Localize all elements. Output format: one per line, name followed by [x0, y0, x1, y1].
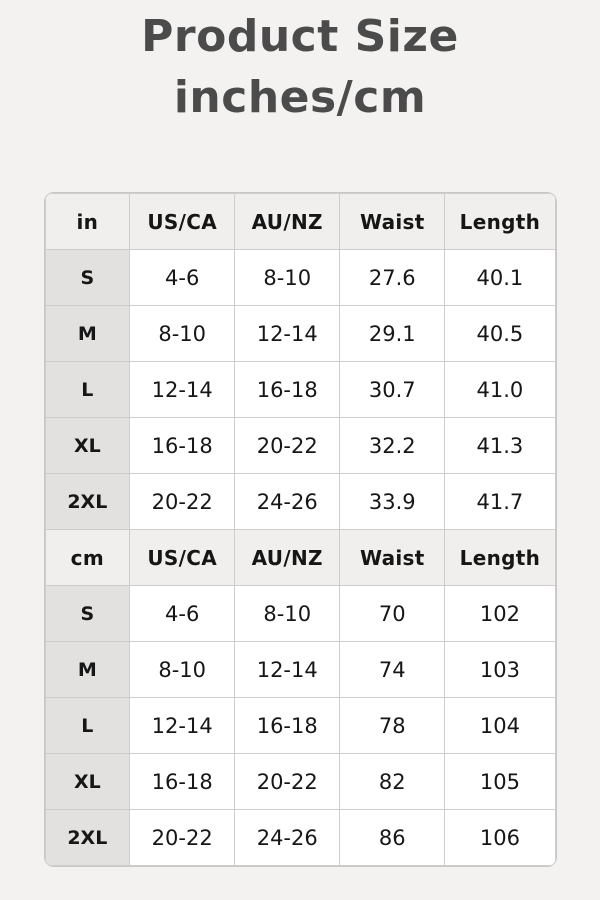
table-cell: 105 [444, 753, 556, 810]
table-cell: 16-18 [234, 361, 341, 418]
size-cell: S [44, 585, 131, 642]
title-line-2: inches/cm [173, 72, 427, 123]
table-row-cm-m: M 8-10 12-14 74 103 [44, 641, 556, 698]
table-cell: 16-18 [234, 697, 341, 754]
column-header-usca: US/CA [129, 529, 236, 586]
size-cell: M [44, 305, 131, 362]
column-header-length: Length [444, 529, 556, 586]
size-cell: S [44, 249, 131, 306]
table-row-cm-2xl: 2XL 20-22 24-26 86 106 [44, 809, 556, 866]
table-row-in-m: M 8-10 12-14 29.1 40.5 [44, 305, 556, 362]
column-header-length: Length [444, 193, 556, 250]
table-row-in-xl: XL 16-18 20-22 32.2 41.3 [44, 417, 556, 474]
size-cell: M [44, 641, 131, 698]
table-cell: 20-22 [234, 753, 341, 810]
header-row-inches: in US/CA AU/NZ Waist Length [44, 193, 556, 250]
table-cell: 20-22 [129, 809, 236, 866]
table-cell: 16-18 [129, 417, 236, 474]
table-row-in-2xl: 2XL 20-22 24-26 33.9 41.7 [44, 473, 556, 530]
column-header-unit-cm: cm [44, 529, 131, 586]
table-cell: 12-14 [234, 641, 341, 698]
size-cell: L [44, 697, 131, 754]
table-row-in-s: S 4-6 8-10 27.6 40.1 [44, 249, 556, 306]
table-cell: 12-14 [129, 697, 236, 754]
table-cell: 8-10 [129, 641, 236, 698]
size-cell: L [44, 361, 131, 418]
table-row-cm-s: S 4-6 8-10 70 102 [44, 585, 556, 642]
table-cell: 41.7 [444, 473, 556, 530]
table-cell: 82 [339, 753, 446, 810]
table-cell: 40.5 [444, 305, 556, 362]
size-table: in US/CA AU/NZ Waist Length S 4-6 8-10 2… [44, 193, 556, 866]
table-row-cm-xl: XL 16-18 20-22 82 105 [44, 753, 556, 810]
table-cell: 86 [339, 809, 446, 866]
table-cell: 103 [444, 641, 556, 698]
table-cell: 20-22 [129, 473, 236, 530]
table-cell: 8-10 [234, 585, 341, 642]
header-row-cm: cm US/CA AU/NZ Waist Length [44, 529, 556, 586]
table-cell: 20-22 [234, 417, 341, 474]
table-cell: 29.1 [339, 305, 446, 362]
size-table-card: in US/CA AU/NZ Waist Length S 4-6 8-10 2… [43, 192, 557, 867]
table-cell: 70 [339, 585, 446, 642]
table-cell: 74 [339, 641, 446, 698]
table-cell: 32.2 [339, 417, 446, 474]
table-cell: 12-14 [234, 305, 341, 362]
size-cell: XL [44, 753, 131, 810]
table-cell: 102 [444, 585, 556, 642]
table-cell: 41.0 [444, 361, 556, 418]
column-header-waist: Waist [339, 529, 446, 586]
table-cell: 16-18 [129, 753, 236, 810]
table-cell: 4-6 [129, 585, 236, 642]
table-cell: 40.1 [444, 249, 556, 306]
table-cell: 41.3 [444, 417, 556, 474]
table-cell: 106 [444, 809, 556, 866]
table-row-in-l: L 12-14 16-18 30.7 41.0 [44, 361, 556, 418]
column-header-aunz: AU/NZ [234, 193, 341, 250]
table-cell: 8-10 [129, 305, 236, 362]
table-row-cm-l: L 12-14 16-18 78 104 [44, 697, 556, 754]
column-header-aunz: AU/NZ [234, 529, 341, 586]
column-header-waist: Waist [339, 193, 446, 250]
table-cell: 27.6 [339, 249, 446, 306]
table-cell: 8-10 [234, 249, 341, 306]
table-cell: 4-6 [129, 249, 236, 306]
table-cell: 78 [339, 697, 446, 754]
table-cell: 24-26 [234, 809, 341, 866]
table-cell: 33.9 [339, 473, 446, 530]
size-cell: 2XL [44, 473, 131, 530]
page-title: Product Size inches/cm [0, 0, 600, 128]
table-cell: 12-14 [129, 361, 236, 418]
title-line-1: Product Size [141, 11, 459, 62]
table-cell: 24-26 [234, 473, 341, 530]
size-cell: 2XL [44, 809, 131, 866]
column-header-usca: US/CA [129, 193, 236, 250]
table-cell: 104 [444, 697, 556, 754]
size-cell: XL [44, 417, 131, 474]
column-header-unit-in: in [44, 193, 131, 250]
table-cell: 30.7 [339, 361, 446, 418]
